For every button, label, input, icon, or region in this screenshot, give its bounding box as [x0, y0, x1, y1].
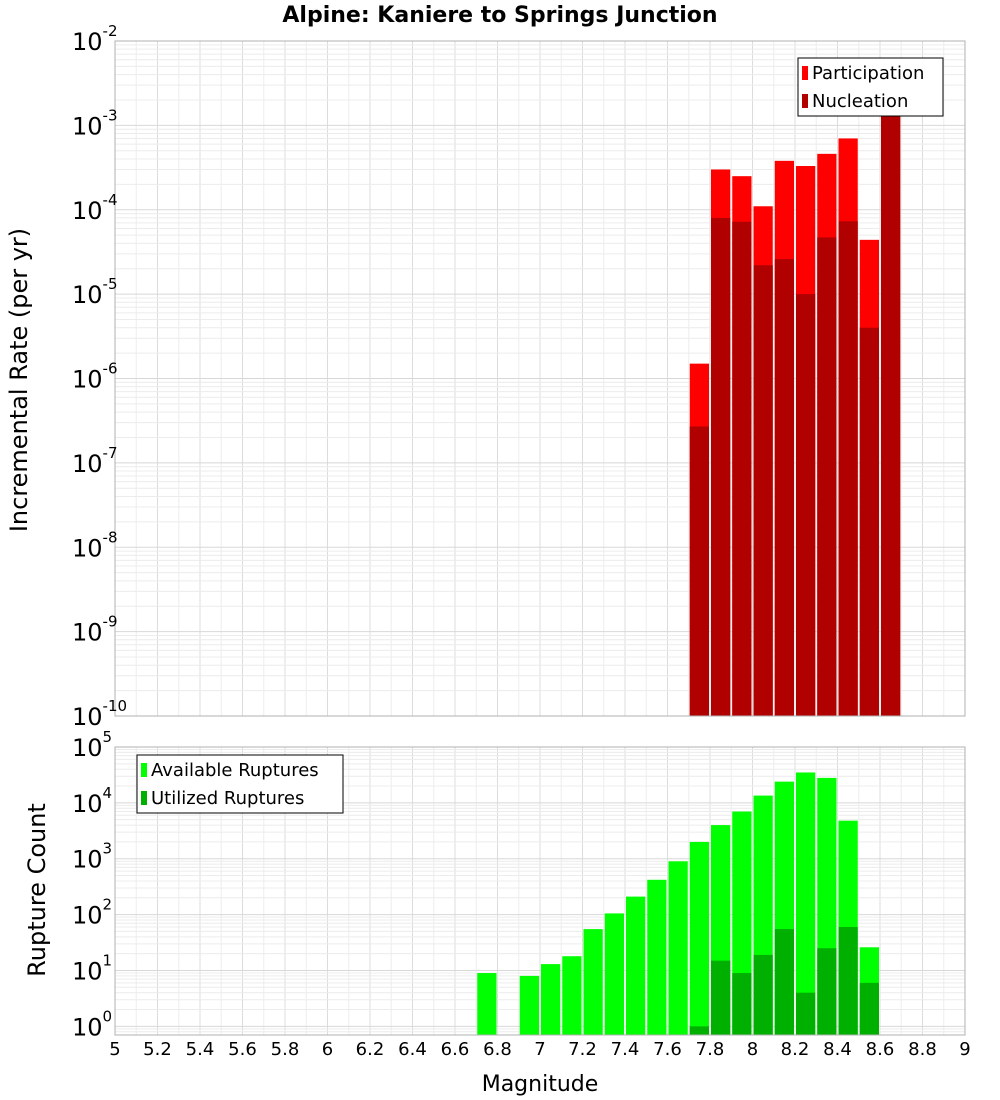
plot-border	[114, 746, 966, 1036]
legend-box	[136, 754, 344, 814]
bar	[732, 221, 752, 716]
x-tick-label: 7	[534, 1039, 545, 1060]
y-tick-label: 104	[72, 784, 112, 818]
y-tick-label: 105	[72, 728, 112, 762]
x-tick-label: 6.8	[483, 1039, 512, 1060]
y-tick-label: 10-8	[72, 528, 118, 562]
legend-label: Available Ruptures	[151, 760, 319, 781]
bar	[519, 975, 539, 1035]
legend: Participation Nucleation	[797, 57, 944, 117]
y-tick-label: 10-3	[72, 106, 118, 140]
bar	[817, 948, 837, 1035]
legend-label: Nucleation	[812, 91, 908, 112]
bottom-panel: 100 101 102 103 104 105 5 5.2 5.4 5.6 5.8 6 6.2 6.4 6.…	[72, 728, 971, 1060]
x-tick-label: 5.4	[186, 1039, 215, 1060]
y-tick-label: 10-9	[72, 613, 118, 647]
plot-border	[114, 40, 966, 717]
bar	[541, 964, 561, 1035]
legend-swatch	[141, 763, 147, 777]
x-tick-label: 7.8	[696, 1039, 725, 1060]
bar	[711, 960, 731, 1035]
legend: Available Ruptures Utilized Ruptures	[136, 754, 344, 814]
x-tick-label: 8.6	[866, 1039, 895, 1060]
y-tick-label: 10-10	[72, 697, 127, 731]
x-tick-label: 5.6	[228, 1039, 257, 1060]
bar	[689, 1026, 709, 1035]
y-tick-label: 10-4	[72, 191, 118, 225]
bar	[668, 861, 688, 1035]
x-tick-label: 6.2	[356, 1039, 385, 1060]
legend-box	[797, 57, 944, 117]
bar	[562, 956, 582, 1035]
x-tick-label: 5.8	[271, 1039, 300, 1060]
bottom-y-axis-label: Rupture Count	[23, 803, 51, 977]
bar	[796, 772, 816, 1035]
bar	[881, 113, 901, 716]
bar	[583, 929, 603, 1035]
bar	[604, 913, 624, 1035]
x-tick-label: 8.4	[823, 1039, 852, 1060]
bar	[477, 973, 497, 1035]
x-tick-label: 8	[747, 1039, 758, 1060]
y-tick-label: 10-5	[72, 275, 118, 309]
chart-title: Alpine: Kaniere to Springs Junction	[282, 3, 717, 28]
bar	[774, 929, 794, 1035]
bar	[796, 294, 816, 716]
x-tick-label: 7.2	[568, 1039, 597, 1060]
top-y-axis-label: Incremental Rate (per yr)	[5, 228, 33, 532]
x-tick-label: 6	[322, 1039, 333, 1060]
bar	[732, 973, 752, 1035]
x-tick-label: 7.4	[611, 1039, 640, 1060]
x-tick-label: 7.6	[653, 1039, 682, 1060]
y-tick-label: 103	[72, 840, 112, 874]
legend-swatch	[141, 791, 147, 805]
y-tick-label: 101	[72, 951, 112, 985]
series-1	[689, 113, 901, 716]
bar	[774, 259, 794, 716]
y-tick-label: 10-2	[72, 22, 118, 56]
y-tick-label: 100	[72, 1007, 112, 1041]
x-tick-label: 8.8	[908, 1039, 937, 1060]
bar	[689, 426, 709, 716]
bar	[796, 992, 816, 1035]
x-axis-label: Magnitude	[482, 1072, 599, 1097]
x-tick-label: 8.2	[781, 1039, 810, 1060]
x-tick-label: 9	[959, 1039, 970, 1060]
legend-label: Utilized Ruptures	[151, 788, 304, 809]
x-tick-label: 5.2	[143, 1039, 172, 1060]
bar	[859, 327, 879, 716]
bar	[753, 954, 773, 1035]
x-tick-label: 5	[109, 1039, 120, 1060]
legend-label: Participation	[812, 63, 924, 84]
series-1	[689, 927, 879, 1035]
bar	[689, 841, 709, 1035]
bar	[838, 927, 858, 1035]
y-tick-label: 10-7	[72, 444, 118, 478]
top-panel: 10-10 10-9 10-8 10-7 10-6 10-5 10-4 10-3 10-2 Par…	[72, 22, 966, 731]
x-tick-label: 6.4	[398, 1039, 427, 1060]
bar	[711, 217, 731, 716]
legend-swatch	[802, 94, 808, 108]
bar	[647, 879, 667, 1035]
y-tick-label: 102	[72, 896, 112, 930]
bar	[753, 265, 773, 716]
bar	[859, 982, 879, 1035]
bar	[626, 896, 646, 1035]
bar	[817, 237, 837, 716]
y-tick-label: 10-6	[72, 360, 118, 394]
bar	[838, 221, 858, 716]
x-tick-label: 6.6	[441, 1039, 470, 1060]
legend-swatch	[802, 66, 808, 80]
